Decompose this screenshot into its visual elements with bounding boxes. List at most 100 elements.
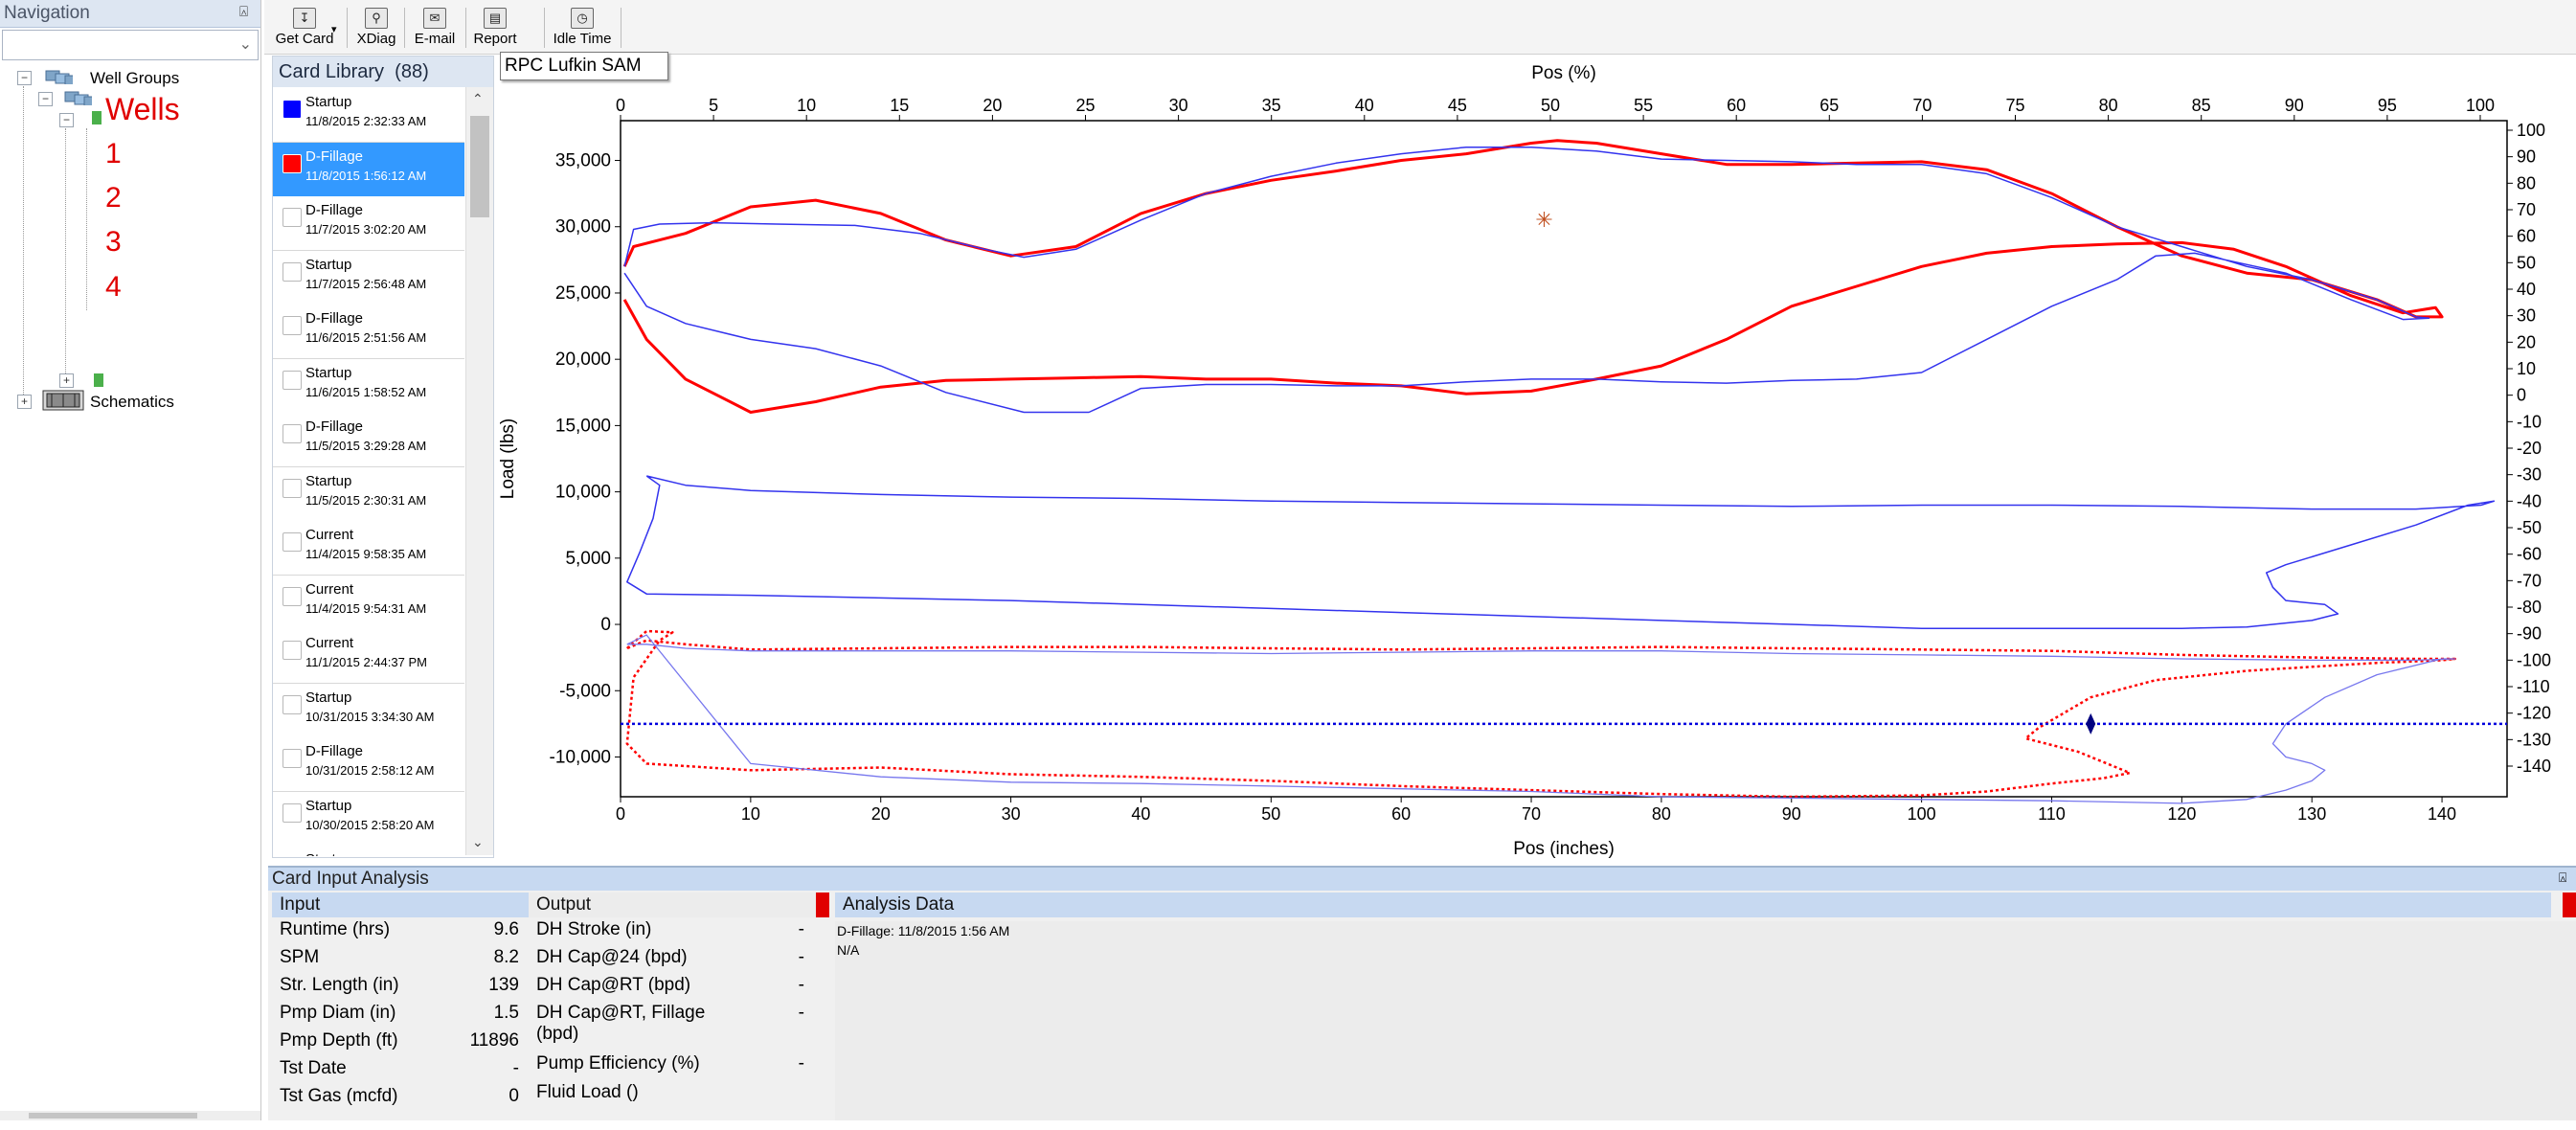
tree-item-wells[interactable]: Wells xyxy=(105,92,180,126)
card-overlay-checkbox[interactable] xyxy=(282,261,302,282)
card-date: 10/31/2015 2:58:12 AM xyxy=(305,763,435,778)
chevron-down-icon[interactable]: ⌄ xyxy=(238,36,252,53)
navigation-filter-combo[interactable]: ⌄ xyxy=(2,30,259,60)
dropdown-arrow-icon[interactable]: ▾ xyxy=(331,24,337,35)
tree-item-well-2[interactable]: 2 xyxy=(105,182,122,214)
card-overlay-checkbox[interactable] xyxy=(282,802,302,823)
navigation-scrollbar[interactable] xyxy=(0,1111,260,1120)
collapse-toggle-icon[interactable]: − xyxy=(38,92,53,106)
input-row: Pmp Diam (in) 1.5 xyxy=(280,1003,527,1029)
input-section-header: Input xyxy=(272,893,531,917)
input-value[interactable]: 11896 xyxy=(469,1030,519,1051)
card-list-item[interactable]: D-Fillage 11/7/2015 3:02:20 AM xyxy=(273,196,464,251)
tree-item-well-4[interactable]: 4 xyxy=(105,271,122,303)
card-count: (88) xyxy=(395,61,429,82)
report-icon: ▤ xyxy=(484,8,507,29)
card-type: Current xyxy=(305,635,354,651)
scroll-thumb[interactable] xyxy=(29,1113,197,1119)
magnify-icon: ⚲ xyxy=(365,8,388,29)
input-rows: Runtime (hrs) 9.6 SPM 8.2 Str. Length (in) 13… xyxy=(280,919,527,1120)
input-value[interactable]: 0 xyxy=(508,1086,519,1106)
card-list-item[interactable]: Current 11/1/2015 2:44:37 PM xyxy=(273,629,464,684)
card-date: 11/6/2015 1:58:52 AM xyxy=(305,384,427,399)
input-value[interactable]: 9.6 xyxy=(493,919,519,939)
card-list-item[interactable]: Current 11/4/2015 9:58:35 AM xyxy=(273,521,464,576)
card-list-item[interactable]: Startup 11/7/2015 2:56:48 AM xyxy=(273,250,464,305)
card-overlay-checkbox[interactable] xyxy=(282,100,302,119)
card-list-item[interactable]: Startup xyxy=(273,846,464,856)
card-overlay-checkbox[interactable] xyxy=(282,424,302,443)
card-list-item[interactable]: D-Fillage 11/8/2015 1:56:12 AM xyxy=(273,142,464,197)
scroll-up-icon[interactable]: ⌃ xyxy=(472,91,484,106)
card-overlay-checkbox[interactable] xyxy=(282,641,302,660)
y-right-tick-label: -30 xyxy=(2517,465,2542,485)
card-list-item[interactable]: Current 11/4/2015 9:54:31 AM xyxy=(273,575,464,630)
card-type: D-Fillage xyxy=(305,743,364,759)
input-value[interactable]: - xyxy=(512,1058,519,1078)
card-overlay-checkbox[interactable] xyxy=(282,749,302,768)
output-row: DH Stroke (in) - xyxy=(536,919,824,967)
card-list-item[interactable]: D-Fillage 11/6/2015 2:51:56 AM xyxy=(273,305,464,359)
tree-item-well-groups[interactable]: Well Groups xyxy=(90,69,180,87)
input-label: Tst Gas (mcfd) xyxy=(280,1086,398,1106)
x-top-tick-label: 55 xyxy=(1634,96,1653,115)
output-value: - xyxy=(798,1003,804,1023)
input-label: Runtime (hrs) xyxy=(280,919,391,939)
input-row: Pmp Depth (ft) 11896 xyxy=(280,1030,527,1057)
input-value[interactable]: 1.5 xyxy=(493,1003,519,1023)
navigation-title: Navigation xyxy=(4,3,90,23)
output-row: DH Cap@RT, Fillage (bpd) - xyxy=(536,1003,824,1051)
card-list-item[interactable]: Startup 11/8/2015 2:32:33 AM xyxy=(273,88,464,143)
card-list-item[interactable]: D-Fillage 10/31/2015 2:58:12 AM xyxy=(273,737,464,792)
scroll-thumb[interactable] xyxy=(470,116,489,217)
y-left-tick-label: 0 xyxy=(600,615,611,635)
y-right-tick-label: -20 xyxy=(2517,439,2542,458)
card-list-item[interactable]: Startup 11/6/2015 1:58:52 AM xyxy=(273,358,464,414)
card-overlay-checkbox[interactable] xyxy=(282,586,302,606)
card-overlay-checkbox[interactable] xyxy=(282,694,302,714)
expand-toggle-icon[interactable]: + xyxy=(17,395,32,409)
idle-time-label: Idle Time xyxy=(553,31,612,47)
y-right-tick-label: 50 xyxy=(2517,253,2536,272)
card-overlay-checkbox[interactable] xyxy=(282,208,302,227)
input-value[interactable]: 8.2 xyxy=(493,947,519,967)
series-line-0 xyxy=(622,139,2444,414)
tree-item-well-1[interactable]: 1 xyxy=(105,138,122,170)
card-date: 10/30/2015 2:58:20 AM xyxy=(305,817,435,832)
card-date: 11/8/2015 2:32:33 AM xyxy=(305,114,427,128)
x-bottom-tick-label: 90 xyxy=(1782,804,1801,824)
x-bottom-tick-label: 110 xyxy=(2038,804,2066,824)
input-value[interactable]: 139 xyxy=(488,975,519,995)
card-overlay-checkbox[interactable] xyxy=(282,370,302,390)
card-overlay-checkbox[interactable] xyxy=(282,478,302,498)
collapse-toggle-icon[interactable]: − xyxy=(17,71,32,85)
y-axis-title: Load (lbs) xyxy=(498,418,518,500)
scroll-down-icon[interactable]: ⌄ xyxy=(472,834,484,849)
card-list-item[interactable]: Startup 10/30/2015 2:58:20 AM xyxy=(273,791,464,847)
card-list-item[interactable]: Startup 10/31/2015 3:34:30 AM xyxy=(273,683,464,738)
collapse-toggle-icon[interactable]: − xyxy=(59,113,74,127)
pin-icon[interactable]: ⍓ xyxy=(239,4,249,20)
card-overlay-checkbox[interactable] xyxy=(282,532,302,552)
card-list-item[interactable]: D-Fillage 11/5/2015 3:29:28 AM xyxy=(273,413,464,467)
card-date: 11/4/2015 9:54:31 AM xyxy=(305,600,427,616)
card-type: Startup xyxy=(305,256,352,273)
card-list-scrollbar[interactable]: ⌃ ⌄ xyxy=(465,87,493,855)
output-label: Pump Efficiency (%) xyxy=(536,1053,700,1074)
idle-time-button[interactable]: ◷ Idle Time xyxy=(550,4,615,52)
report-button[interactable]: ▤ Report xyxy=(469,4,521,52)
get-card-button[interactable]: ↧ Get Card ▾ xyxy=(270,4,339,52)
xdiag-button[interactable]: ⚲ XDiag xyxy=(352,4,400,52)
card-overlay-checkbox[interactable] xyxy=(282,153,302,173)
x-bottom-tick-label: 10 xyxy=(741,804,760,824)
tree-item-well-3[interactable]: 3 xyxy=(105,226,122,258)
card-list-item[interactable]: Startup 11/5/2015 2:30:31 AM xyxy=(273,466,464,522)
y-right-tick-label: -120 xyxy=(2517,704,2551,723)
expand-toggle-icon[interactable]: + xyxy=(59,373,74,388)
card-overlay-checkbox[interactable] xyxy=(282,316,302,335)
email-button[interactable]: ✉ E-mail xyxy=(408,4,462,52)
x-top-axis-title: Pos (%) xyxy=(1531,63,1596,83)
pin-icon[interactable]: ⍓ xyxy=(2559,870,2567,885)
tree-item-schematics[interactable]: Schematics xyxy=(90,393,174,411)
